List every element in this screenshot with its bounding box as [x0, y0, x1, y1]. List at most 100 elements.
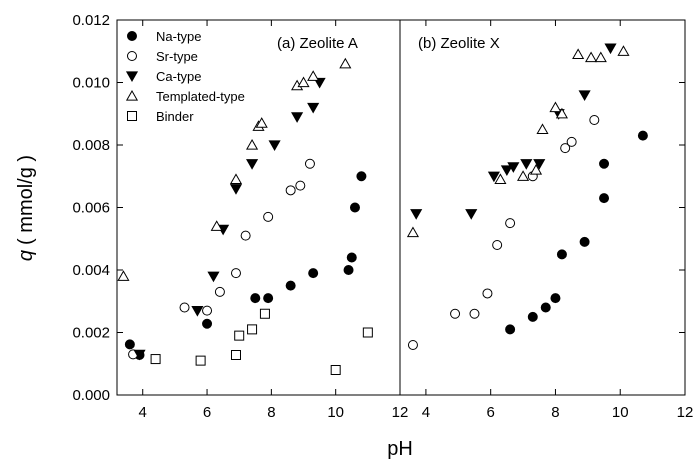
data-point-sr-type	[469, 308, 480, 319]
y-tick-label: 0.004	[72, 262, 110, 279]
legend-label: Na-type	[156, 29, 202, 44]
data-point-na-type	[540, 302, 551, 313]
data-point-na-type	[550, 293, 561, 304]
panel-b-frame	[399, 19, 686, 396]
data-point-sr-type	[285, 185, 296, 196]
data-point-sr-type	[263, 211, 274, 222]
data-point-templated-type	[572, 48, 585, 60]
legend-marker-na-type	[127, 31, 137, 41]
panel-a-title: (a) Zeolite A	[277, 35, 358, 52]
y-tick-label: 0.002	[72, 325, 110, 342]
data-point-ca-type	[500, 165, 513, 176]
data-point-binder	[247, 324, 258, 335]
x-tick-label: 10	[612, 404, 629, 421]
data-point-na-type	[505, 324, 516, 335]
data-point-templated-type	[339, 57, 352, 69]
data-point-sr-type	[589, 115, 600, 125]
data-point-na-type	[599, 158, 610, 169]
legend-label: Templated-type	[156, 89, 245, 104]
data-point-ca-type	[487, 171, 500, 183]
x-axis-label: pH	[387, 438, 413, 460]
data-point-sr-type	[482, 288, 493, 299]
data-point-ca-type	[307, 102, 320, 114]
data-point-sr-type	[505, 218, 516, 229]
data-point-sr-type	[304, 158, 315, 169]
y-axis-label: q ( mmol/g )	[15, 155, 37, 261]
data-point-binder	[234, 330, 245, 341]
data-point-na-type	[343, 265, 354, 275]
data-point-ca-type	[268, 140, 281, 151]
data-point-na-type	[349, 202, 360, 213]
x-tick-label: 4	[139, 404, 147, 421]
data-point-binder	[195, 355, 206, 366]
data-point-sr-type	[202, 305, 213, 316]
legend-marker-ca-type	[125, 71, 139, 82]
data-point-templated-type	[494, 173, 507, 185]
data-point-sr-type	[240, 230, 251, 241]
data-point-na-type	[250, 293, 261, 304]
data-point-templated-type	[307, 70, 320, 81]
y-tick-label: 0.008	[72, 137, 110, 154]
data-point-sr-type	[179, 302, 190, 313]
x-tick-label: 8	[551, 404, 559, 421]
data-point-templated-type	[517, 170, 530, 181]
data-point-sr-type	[407, 340, 418, 350]
data-point-na-type	[308, 268, 319, 279]
data-point-na-type	[263, 293, 274, 304]
data-point-na-type	[556, 249, 567, 260]
data-point-sr-type	[230, 268, 241, 279]
data-point-sr-type	[214, 286, 225, 297]
data-point-na-type	[599, 193, 610, 204]
data-point-ca-type	[229, 184, 243, 195]
data-point-na-type	[285, 280, 296, 291]
data-point-binder	[230, 350, 241, 360]
data-point-sr-type	[295, 180, 306, 191]
data-point-templated-type	[536, 123, 549, 135]
x-tick-label: 12	[392, 404, 409, 421]
data-point-templated-type	[297, 76, 310, 88]
data-point-binder	[362, 327, 373, 338]
data-point-ca-type	[410, 209, 423, 220]
data-point-templated-type	[117, 270, 130, 281]
data-point-na-type	[527, 311, 538, 322]
axes-layer: 0.000 0.002 0.004 0.006 0.008 0.010 0.012 4 6 8 10…	[72, 12, 693, 421]
data-point-ca-type	[246, 159, 259, 170]
legend-marker-templated-type	[125, 90, 139, 101]
x-tick-label: 12	[677, 404, 694, 421]
data-point-templated-type	[585, 51, 598, 63]
data-point-templated-type	[594, 51, 607, 63]
data-point-na-type	[202, 318, 213, 329]
data-point-na-type	[124, 339, 135, 350]
data-point-ca-type	[533, 159, 546, 170]
y-axis-label-symbol: q	[15, 250, 37, 261]
data-point-templated-type	[529, 164, 543, 175]
x-tick-label: 4	[422, 404, 430, 421]
data-point-templated-type	[229, 173, 243, 185]
data-point-na-type	[346, 252, 357, 263]
data-point-ca-type	[465, 209, 478, 220]
panel-b-title: (b) Zeolite X	[418, 35, 500, 52]
data-point-ca-type	[191, 305, 204, 317]
x-tick-label: 6	[203, 404, 211, 421]
y-tick-label: 0.000	[72, 387, 110, 404]
data-point-ca-type	[207, 271, 220, 283]
data-point-ca-type	[507, 162, 520, 173]
y-tick-label: 0.010	[72, 75, 110, 92]
y-tick-label: 0.006	[72, 200, 110, 217]
data-point-templated-type	[549, 101, 562, 113]
data-point-ca-type	[291, 112, 304, 123]
x-tick-label: 8	[267, 404, 275, 421]
data-point-templated-type	[246, 139, 259, 150]
legend: Na-type Sr-type Ca-type Templated-type Binde…	[125, 29, 245, 124]
x-tick-label: 10	[327, 404, 344, 421]
data-point-templated-type	[210, 220, 223, 231]
data-point-binder	[330, 365, 341, 375]
y-tick-label: 0.012	[72, 12, 110, 29]
x-tick-label: 6	[487, 404, 495, 421]
legend-label: Sr-type	[156, 49, 198, 64]
data-point-templated-type	[617, 45, 630, 56]
data-point-ca-type	[578, 90, 591, 101]
data-point-ca-type	[604, 43, 617, 55]
marks-layer	[117, 43, 648, 375]
data-point-na-type	[637, 130, 648, 141]
